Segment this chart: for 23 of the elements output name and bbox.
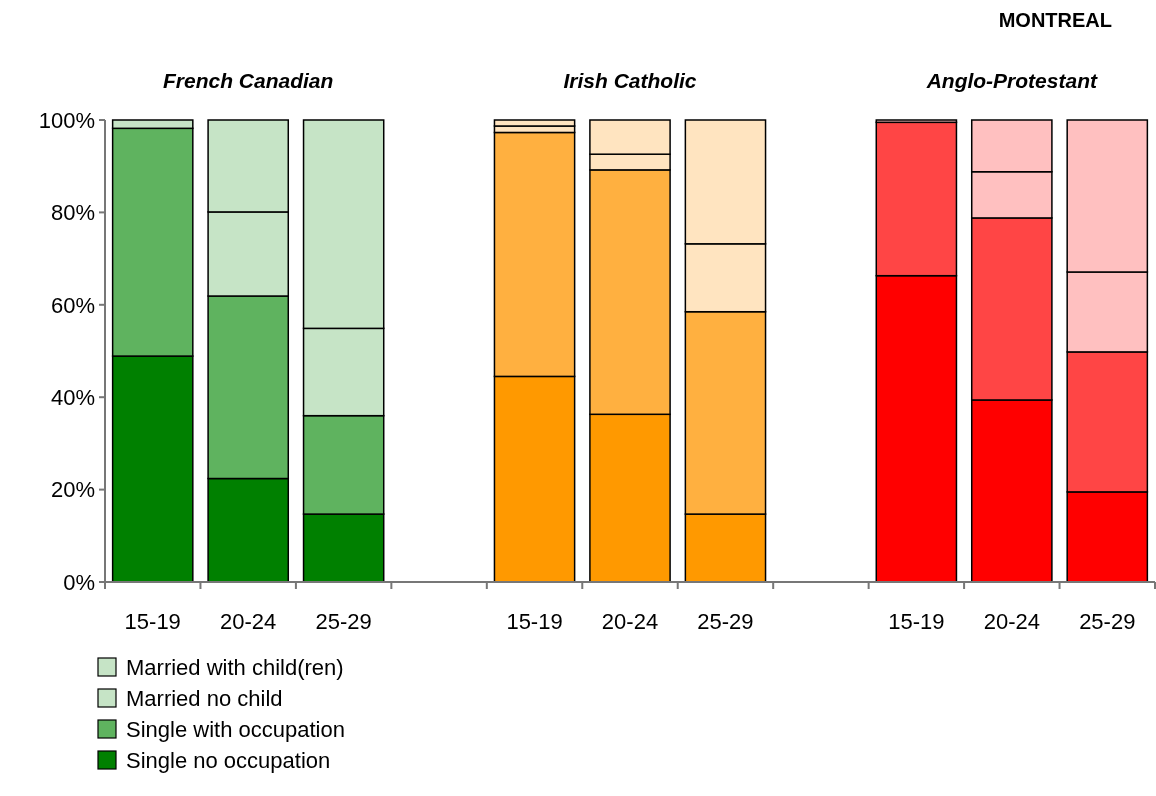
y-tick-label: 40% [50, 384, 95, 410]
y-tick-label: 80% [50, 200, 95, 226]
x-tick-label: 15-19 [888, 609, 945, 634]
x-tick-label: 25-29 [697, 609, 754, 634]
y-tick-label: 0% [63, 569, 95, 595]
x-tick-label: 25-29 [1079, 609, 1136, 634]
legend-label: Married no child [126, 685, 283, 711]
y-tick-label: 60% [50, 292, 95, 318]
y-tick-label: 20% [50, 477, 95, 503]
y-tick-label: 100% [38, 107, 95, 133]
x-tick-label: 15-19 [124, 609, 181, 634]
legend-label: Single no occupation [126, 747, 331, 773]
legend-label: Single with occupation [126, 716, 345, 742]
x-tick-label: 20-24 [601, 609, 659, 634]
x-tick-label: 20-24 [983, 609, 1040, 634]
x-tick-label: 15-19 [506, 609, 563, 634]
text: Anglo-Protestant [925, 69, 1098, 92]
legend-label: Married with child(ren) [126, 654, 344, 680]
x-tick-label: 25-29 [315, 609, 372, 634]
x-tick-label: 20-24 [220, 609, 277, 634]
chart-title: MONTREAL [998, 9, 1112, 31]
text: Irish Catholic [563, 69, 697, 92]
text: French Canadian [162, 69, 334, 92]
